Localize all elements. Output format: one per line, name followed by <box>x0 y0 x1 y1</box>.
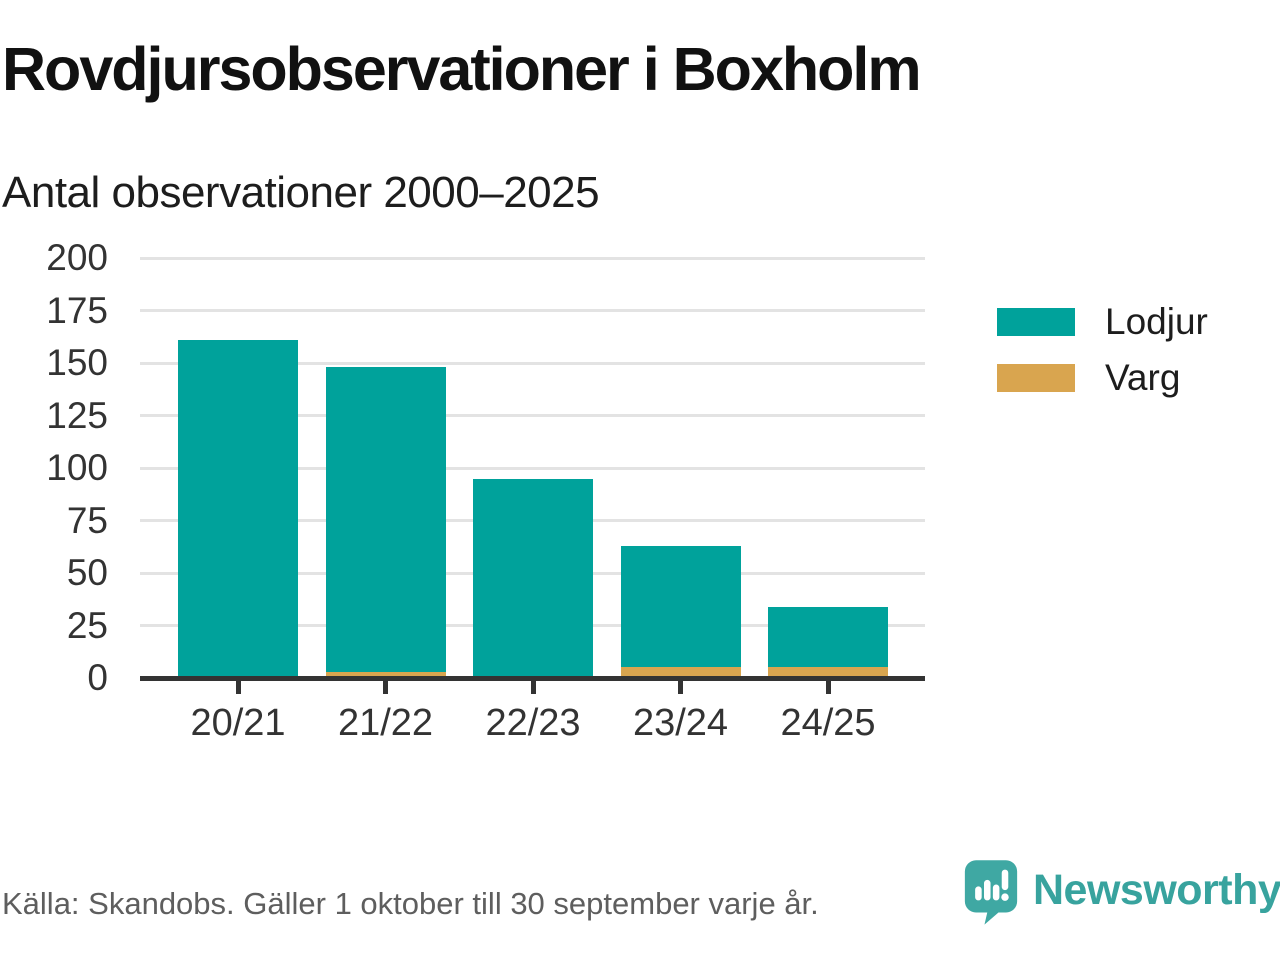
y-axis-label-0: 0 <box>87 657 108 698</box>
chart-subtitle: Antal observationer 2000–2025 <box>2 168 600 217</box>
bar-segment-lodjur-21/22 <box>325 367 446 672</box>
gridline-175 <box>140 309 925 312</box>
y-axis-label-175: 175 <box>46 289 108 331</box>
x-tick-24/25 <box>825 681 831 694</box>
x-tick-23/24 <box>678 681 683 694</box>
x-axis-label-22/23: 22/23 <box>485 702 581 744</box>
brand-name: Newsworthy <box>1033 866 1280 914</box>
x-axis-label-24/25: 24/25 <box>780 702 876 744</box>
bar-20/21 <box>178 339 298 678</box>
bar-22/23 <box>473 478 593 678</box>
page-title: Rovdjursobservationer i Boxholm <box>2 35 922 103</box>
legend-label-lodjur: Lodjur <box>1105 301 1208 342</box>
y-axis-label-75: 75 <box>66 499 108 541</box>
source-note: Källa: Skandobs. Gäller 1 oktober till 3… <box>2 886 819 921</box>
x-axis-label-23/24: 23/24 <box>632 702 729 744</box>
y-axis-label-150: 150 <box>46 342 108 383</box>
y-axis-label-100: 100 <box>46 447 108 488</box>
x-tick-20/21 <box>235 681 241 694</box>
x-axis-line <box>140 676 925 681</box>
bar-segment-lodjur-22/23 <box>473 478 593 678</box>
bar-24/25 <box>768 606 888 678</box>
newsworthy-logo-icon <box>964 860 1018 925</box>
gridline-200 <box>140 256 925 260</box>
bar-segment-lodjur-20/21 <box>178 339 298 678</box>
y-axis-label-125: 125 <box>46 394 108 436</box>
brand-lockup: Newsworthy <box>963 858 1280 926</box>
gridline-125 <box>140 414 925 417</box>
bar-segment-varg-23/24 <box>620 667 741 678</box>
y-axis-label-200: 200 <box>46 237 108 278</box>
bar-segment-varg-24/25 <box>768 667 888 678</box>
bar-21/22 <box>325 367 446 678</box>
bar-23/24 <box>620 545 741 678</box>
x-axis-label-21/22: 21/22 <box>337 702 434 744</box>
x-tick-22/23 <box>530 681 536 694</box>
y-axis-label-25: 25 <box>66 604 108 646</box>
y-axis-label-50: 50 <box>66 552 108 593</box>
varg-swatch <box>997 364 1075 392</box>
x-axis-label-20/21: 20/21 <box>190 702 286 744</box>
legend-item-lodjur: Lodjur <box>997 302 1208 342</box>
x-tick-21/22 <box>383 681 388 694</box>
legend-item-varg: Varg <box>997 358 1180 398</box>
gridline-150 <box>140 361 925 365</box>
bar-segment-lodjur-24/25 <box>768 606 888 668</box>
bar-segment-varg-21/22 <box>325 671 446 678</box>
legend-label-varg: Varg <box>1105 357 1181 398</box>
gridline-100 <box>140 466 925 470</box>
bar-segment-lodjur-23/24 <box>620 545 741 668</box>
lodjur-swatch <box>997 308 1075 336</box>
